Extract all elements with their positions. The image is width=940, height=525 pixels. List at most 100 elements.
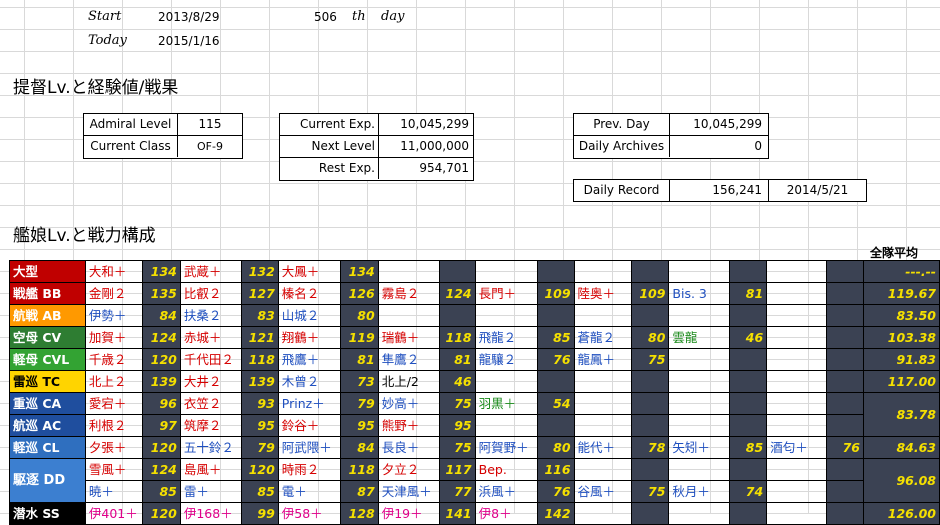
ship-level-cell[interactable] bbox=[631, 260, 670, 283]
ship-level-cell[interactable] bbox=[729, 414, 768, 437]
ship-level-cell[interactable] bbox=[826, 348, 864, 371]
ship-level-cell[interactable] bbox=[729, 304, 768, 327]
ship-name-cell[interactable] bbox=[668, 414, 731, 437]
ship-level-cell[interactable] bbox=[631, 414, 670, 437]
ship-level-cell[interactable]: 75 bbox=[631, 348, 670, 371]
ship-name-cell[interactable]: 島風＋ bbox=[179, 458, 242, 481]
ship-name-cell[interactable]: 千代田２ bbox=[179, 348, 242, 371]
ship-level-cell[interactable]: 97 bbox=[141, 414, 181, 437]
ship-level-cell[interactable]: 118 bbox=[438, 326, 476, 349]
ship-name-cell[interactable] bbox=[766, 348, 828, 371]
start-date[interactable]: 2013/8/29 bbox=[158, 10, 220, 24]
current-class-value[interactable]: OF-9 bbox=[197, 140, 223, 153]
ship-name-cell[interactable] bbox=[377, 260, 440, 283]
ship-name-cell[interactable]: 北上２ bbox=[84, 370, 143, 393]
ship-name-cell[interactable] bbox=[668, 260, 731, 283]
ship-name-cell[interactable]: 矢矧＋ bbox=[668, 436, 731, 459]
ship-name-cell[interactable]: 龍鳳＋ bbox=[573, 348, 633, 371]
ship-level-cell[interactable] bbox=[438, 304, 476, 327]
ship-level-cell[interactable]: 124 bbox=[141, 458, 181, 481]
ship-level-cell[interactable]: 134 bbox=[339, 260, 379, 283]
ship-name-cell[interactable]: 金剛２ bbox=[84, 282, 143, 305]
ship-name-cell[interactable]: 五十鈴２ bbox=[179, 436, 242, 459]
ship-name-cell[interactable] bbox=[668, 348, 731, 371]
ship-name-cell[interactable] bbox=[668, 370, 731, 393]
daily-archives-value[interactable]: 0 bbox=[754, 139, 762, 153]
ship-level-cell[interactable]: 85 bbox=[240, 480, 279, 503]
ship-name-cell[interactable] bbox=[766, 260, 828, 283]
ship-name-cell[interactable] bbox=[766, 370, 828, 393]
ship-level-cell[interactable]: 75 bbox=[438, 436, 476, 459]
ship-name-cell[interactable]: 阿武隈＋ bbox=[277, 436, 341, 459]
ship-level-cell[interactable]: 75 bbox=[631, 480, 670, 503]
ship-name-cell[interactable]: 愛宕＋ bbox=[84, 392, 143, 415]
ship-level-cell[interactable]: 80 bbox=[536, 436, 575, 459]
ship-name-cell[interactable]: 暁＋ bbox=[84, 480, 143, 503]
today-date[interactable]: 2015/1/16 bbox=[158, 34, 220, 48]
ship-name-cell[interactable]: 利根２ bbox=[84, 414, 143, 437]
ship-level-cell[interactable] bbox=[536, 260, 575, 283]
ship-level-cell[interactable]: 80 bbox=[631, 326, 670, 349]
ship-level-cell[interactable]: 127 bbox=[240, 282, 279, 305]
ship-name-cell[interactable] bbox=[766, 282, 828, 305]
ship-level-cell[interactable]: 95 bbox=[240, 414, 279, 437]
ship-level-cell[interactable]: 124 bbox=[141, 326, 181, 349]
ship-name-cell[interactable]: 電＋ bbox=[277, 480, 341, 503]
ship-name-cell[interactable]: 隼鷹２ bbox=[377, 348, 440, 371]
current-exp-value[interactable]: 10,045,299 bbox=[379, 114, 473, 136]
ship-level-cell[interactable]: 139 bbox=[141, 370, 181, 393]
ship-name-cell[interactable]: 夕立２ bbox=[377, 458, 440, 481]
ship-name-cell[interactable]: 大井２ bbox=[179, 370, 242, 393]
daily-record-date[interactable]: 2014/5/21 bbox=[786, 183, 849, 197]
admiral-level-value[interactable]: 115 bbox=[178, 114, 242, 136]
ship-level-cell[interactable]: 80 bbox=[339, 304, 379, 327]
ship-level-cell[interactable] bbox=[729, 392, 768, 415]
ship-level-cell[interactable]: 119 bbox=[339, 326, 379, 349]
ship-level-cell[interactable]: 95 bbox=[339, 414, 379, 437]
ship-level-cell[interactable]: 118 bbox=[339, 458, 379, 481]
ship-level-cell[interactable]: 74 bbox=[729, 480, 768, 503]
ship-name-cell[interactable] bbox=[766, 392, 828, 415]
ship-name-cell[interactable] bbox=[766, 326, 828, 349]
ship-name-cell[interactable]: 天津風＋ bbox=[377, 480, 440, 503]
ship-level-cell[interactable] bbox=[438, 260, 476, 283]
ship-name-cell[interactable]: 能代＋ bbox=[573, 436, 633, 459]
ship-level-cell[interactable]: 76 bbox=[536, 480, 575, 503]
ship-name-cell[interactable]: 飛鷹＋ bbox=[277, 348, 341, 371]
ship-name-cell[interactable]: 比叡２ bbox=[179, 282, 242, 305]
ship-name-cell[interactable] bbox=[573, 414, 633, 437]
ship-level-cell[interactable]: 87 bbox=[339, 480, 379, 503]
ship-name-cell[interactable]: 雷＋ bbox=[179, 480, 242, 503]
ship-level-cell[interactable]: 79 bbox=[240, 436, 279, 459]
ship-name-cell[interactable]: 鈴谷＋ bbox=[277, 414, 341, 437]
ship-level-cell[interactable]: 83 bbox=[240, 304, 279, 327]
ship-level-cell[interactable] bbox=[826, 260, 864, 283]
ship-name-cell[interactable]: 赤城＋ bbox=[179, 326, 242, 349]
ship-level-cell[interactable]: 84 bbox=[141, 304, 181, 327]
ship-name-cell[interactable]: 秋月＋ bbox=[668, 480, 731, 503]
ship-name-cell[interactable]: 酒匂＋ bbox=[766, 436, 828, 459]
ship-level-cell[interactable]: 77 bbox=[438, 480, 476, 503]
ship-name-cell[interactable]: 浜風＋ bbox=[474, 480, 538, 503]
day-count[interactable]: 506 bbox=[314, 10, 337, 24]
ship-level-cell[interactable]: 116 bbox=[536, 458, 575, 481]
ship-level-cell[interactable]: 120 bbox=[141, 348, 181, 371]
ship-level-cell[interactable]: 75 bbox=[438, 392, 476, 415]
ship-name-cell[interactable]: 瑞鶴＋ bbox=[377, 326, 440, 349]
ship-name-cell[interactable]: 霧島２ bbox=[377, 282, 440, 305]
ship-level-cell[interactable] bbox=[631, 392, 670, 415]
ship-name-cell[interactable]: 時雨２ bbox=[277, 458, 341, 481]
ship-level-cell[interactable]: 93 bbox=[240, 392, 279, 415]
ship-level-cell[interactable]: 120 bbox=[141, 436, 181, 459]
ship-name-cell[interactable]: 北上/2 bbox=[377, 370, 440, 393]
ship-name-cell[interactable] bbox=[474, 304, 538, 327]
ship-level-cell[interactable] bbox=[631, 304, 670, 327]
ship-name-cell[interactable] bbox=[474, 370, 538, 393]
ship-level-cell[interactable]: 85 bbox=[141, 480, 181, 503]
ship-name-cell[interactable] bbox=[573, 458, 633, 481]
ship-level-cell[interactable]: 84 bbox=[339, 436, 379, 459]
ship-level-cell[interactable]: 117 bbox=[438, 458, 476, 481]
ship-name-cell[interactable] bbox=[573, 260, 633, 283]
ship-name-cell[interactable]: 榛名２ bbox=[277, 282, 341, 305]
ship-level-cell[interactable]: 132 bbox=[240, 260, 279, 283]
